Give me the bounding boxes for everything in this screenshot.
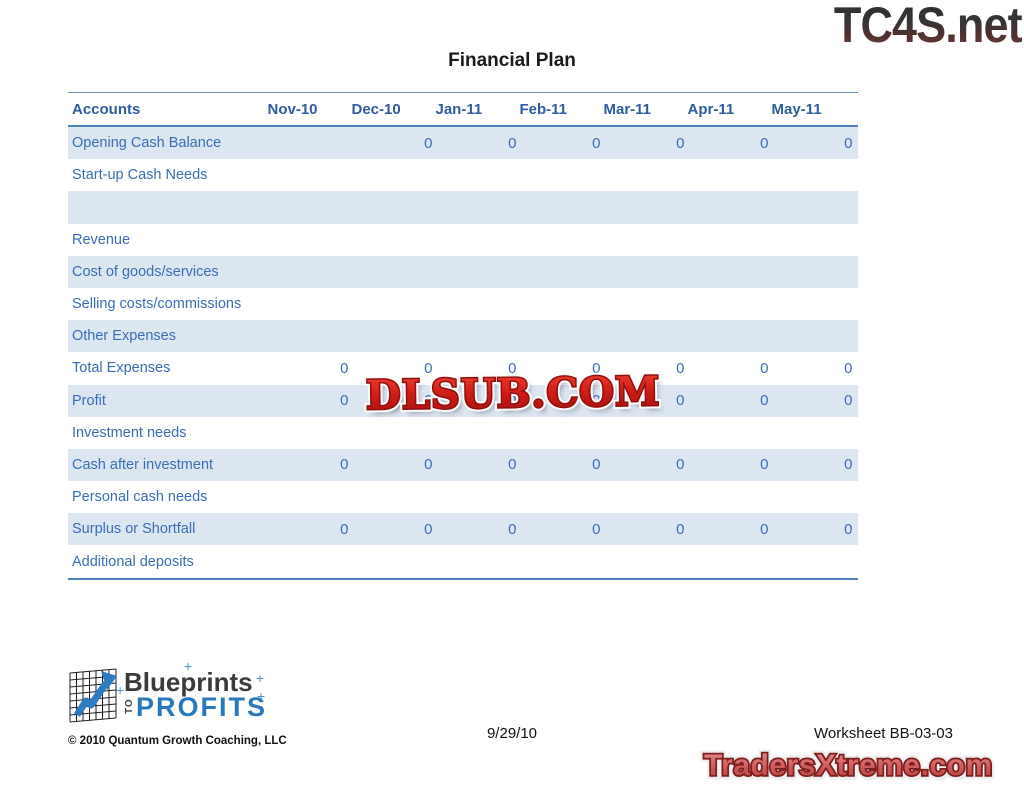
growth-arrow-icon bbox=[74, 671, 117, 717]
cell-value: 0 bbox=[676, 359, 685, 377]
cell-value: 0 bbox=[424, 359, 433, 377]
crosshair-icon: + bbox=[116, 682, 125, 698]
column-header-month: May-11 bbox=[771, 100, 822, 118]
grid-chart-arrow-icon bbox=[69, 668, 117, 723]
table-row: Cash after investment 0 0 0 0 0 0 0 bbox=[68, 448, 858, 482]
cell-value: 0 bbox=[592, 134, 601, 152]
watermark-traders-edge: TradersXtreme.com bbox=[702, 749, 994, 783]
row-label: Cash after investment bbox=[72, 456, 214, 473]
table-row: Selling costs/commissions bbox=[68, 288, 858, 320]
crosshair-icon: + bbox=[257, 688, 266, 704]
cell-value: 0 bbox=[424, 456, 433, 474]
logo-profits: PROFITS bbox=[136, 692, 268, 722]
logo-blueprints: Blueprints bbox=[124, 667, 253, 697]
cell-value: 0 bbox=[340, 392, 349, 410]
row-label: Investment needs bbox=[72, 424, 187, 441]
cell-value: 0 bbox=[592, 456, 601, 474]
column-header-month: Apr-11 bbox=[687, 100, 735, 118]
cell-value: 0 bbox=[760, 456, 769, 474]
crosshair-icon: + bbox=[184, 658, 193, 674]
table-row: Opening Cash Balance 0 0 0 0 0 0 bbox=[68, 127, 858, 160]
cell-value: 0 bbox=[760, 392, 769, 410]
table-body: Opening Cash Balance 0 0 0 0 0 0 Start-up Cash … bbox=[68, 127, 858, 578]
cell-value: 0 bbox=[592, 520, 601, 538]
row-label: Start-up Cash Needs bbox=[72, 167, 208, 184]
cell-value: 0 bbox=[844, 392, 853, 410]
financial-plan-table: Accounts Nov-10 Dec-10 Jan-11 Feb-11 Mar-11 A… bbox=[68, 92, 858, 580]
cell-value: 0 bbox=[352, 392, 436, 409]
row-label: Opening Cash Balance bbox=[72, 135, 222, 152]
row-label: Additional deposits bbox=[72, 553, 194, 570]
cell-value: 0 bbox=[676, 456, 685, 474]
row-label: Personal cash needs bbox=[72, 489, 208, 506]
column-header-month: Feb-11 bbox=[519, 100, 568, 118]
table-row: Profit0000000 bbox=[68, 384, 858, 417]
worksheet-number: Worksheet BB-03-03 bbox=[814, 725, 953, 742]
cell-value: 0 bbox=[844, 134, 853, 152]
watermark-traders-fill: TradersXtreme.com bbox=[704, 749, 993, 782]
column-header-accounts: Accounts bbox=[72, 100, 141, 118]
watermark-dlsub: DLSUB.COM DLSUB.COM DLSUB.COM bbox=[362, 364, 664, 422]
row-label: Profit bbox=[72, 392, 106, 409]
watermark-traders-outline: TradersXtreme.com bbox=[700, 747, 996, 785]
cell-value: 0 bbox=[424, 520, 433, 538]
table-header-row: Accounts Nov-10 Dec-10 Jan-11 Feb-11 Mar-11 A… bbox=[68, 93, 858, 127]
cell-value: 0 bbox=[676, 392, 685, 410]
logo-text: + + + + Blueprints TO PROFITS bbox=[116, 659, 267, 721]
cell-value: 0 bbox=[592, 359, 601, 377]
table-row: Surplus or Shortfall 0 0 0 0 0 0 0 bbox=[68, 513, 858, 546]
cell-value: 0 bbox=[760, 134, 769, 152]
table-row bbox=[68, 191, 858, 224]
column-header-month: Nov-10 bbox=[267, 100, 318, 118]
row-label: Revenue bbox=[72, 231, 131, 248]
cell-value: 0 bbox=[676, 520, 685, 538]
logo-to: TO bbox=[124, 697, 135, 714]
table-row: Cost of goods/services bbox=[68, 255, 858, 288]
blueprints-to-profits-logo: + + + + Blueprints TO PROFITS bbox=[68, 659, 267, 723]
cell-value: 0 bbox=[340, 359, 349, 377]
cell-value: 0 bbox=[508, 520, 517, 538]
row-label: Other Expenses bbox=[72, 328, 176, 345]
table-row: Revenue bbox=[68, 224, 858, 256]
copyright-text: © 2010 Quantum Growth Coaching, LLC bbox=[68, 735, 287, 747]
cell-value: 0 bbox=[844, 520, 853, 538]
row-label: Selling costs/commissions bbox=[72, 296, 242, 313]
cell-value: 0 bbox=[340, 456, 349, 474]
watermark-tc4s: TC4S.net bbox=[834, 0, 1023, 53]
table-row: Other Expenses bbox=[68, 320, 858, 353]
cell-value: 0 bbox=[844, 359, 853, 377]
watermark-dlsub-fill: DLSUB.COM bbox=[365, 367, 661, 420]
row-label: Surplus or Shortfall bbox=[72, 521, 196, 538]
cell-value: 0 bbox=[520, 392, 604, 409]
cell-value: 0 bbox=[844, 456, 853, 474]
logo-profits-line: TO PROFITS bbox=[124, 694, 267, 721]
watermark-tradersxtreme: TradersXtreme.com TradersXtreme.com Trad… bbox=[700, 747, 1020, 789]
cell-value: 0 bbox=[676, 134, 685, 152]
column-header-month: Mar-11 bbox=[603, 100, 652, 118]
footer-date: 9/29/10 bbox=[486, 725, 538, 742]
table-row: Start-up Cash Needs bbox=[68, 159, 858, 191]
column-header-month: Dec-10 bbox=[351, 100, 401, 118]
cell-value: 0 bbox=[340, 520, 349, 538]
table-row: Additional deposits bbox=[68, 545, 858, 577]
cell-value: 0 bbox=[436, 392, 520, 409]
cell-value: 0 bbox=[424, 134, 433, 152]
cell-value: 0 bbox=[508, 456, 517, 474]
page-title: Financial Plan bbox=[448, 50, 576, 71]
table-row: Personal cash needs bbox=[68, 481, 858, 513]
cell-value: 0 bbox=[508, 134, 517, 152]
table-row: Investment needs bbox=[68, 417, 858, 449]
column-header-month: Jan-11 bbox=[435, 100, 483, 118]
cell-value: 0 bbox=[760, 520, 769, 538]
cell-value: 0 bbox=[760, 359, 769, 377]
row-label: Total Expenses bbox=[72, 360, 171, 377]
row-label: Cost of goods/services bbox=[72, 263, 219, 280]
table-row: Total Expenses 0 0 0 0 0 0 0 bbox=[68, 352, 858, 384]
cell-value: 0 bbox=[508, 359, 517, 377]
crosshair-icon: + bbox=[256, 670, 265, 686]
